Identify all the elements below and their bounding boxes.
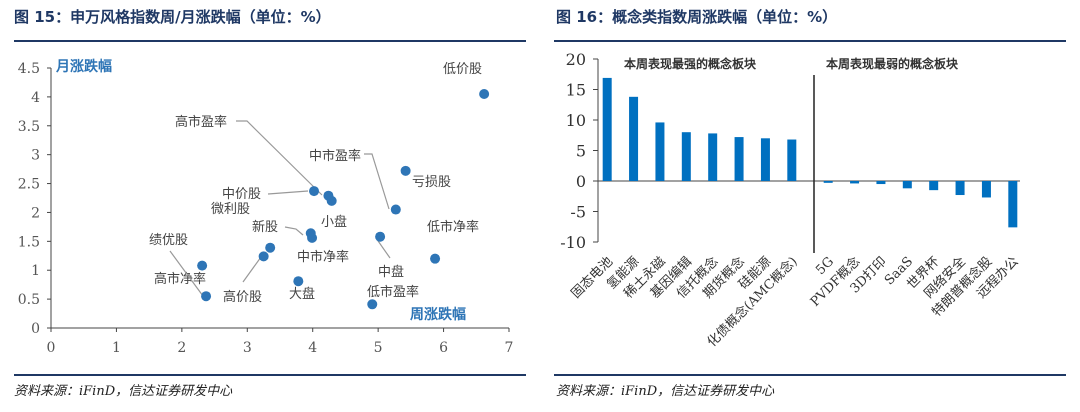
- scatter-point: [307, 232, 318, 243]
- point-label: 低市盈率: [367, 284, 419, 300]
- point-label: 低市净率: [427, 219, 479, 235]
- point-label: 高市净率: [154, 271, 206, 287]
- leader-line: [242, 256, 262, 283]
- y-tick-label: 2.5: [18, 177, 40, 193]
- bar: [981, 181, 991, 198]
- point-label: 中价股: [222, 187, 261, 202]
- right-source: 资料来源：iFinD，信达证券研发中心: [556, 384, 775, 399]
- y-tick-label: 4: [31, 90, 40, 106]
- bar-y-tick-label: 0: [576, 172, 586, 191]
- left-source: 资料来源：iFinD，信达证券研发中心: [14, 384, 233, 399]
- bar: [1008, 181, 1018, 228]
- y-tick-label: 0: [31, 321, 40, 337]
- point-label: 中市净率: [297, 249, 349, 265]
- bar: [850, 181, 860, 184]
- x-tick-label: 0: [47, 340, 56, 356]
- weak-annotation: 本周表现最弱的概念板块: [826, 56, 959, 71]
- bar-y-tick-label: 5: [576, 142, 586, 161]
- y-tick-label: 4.5: [18, 61, 40, 77]
- bar-y-tick-label: 20: [566, 50, 586, 69]
- strong-annotation: 本周表现最强的概念板块: [624, 56, 757, 71]
- x-axis-title: 周涨跌幅: [410, 306, 466, 323]
- y-tick-label: 3: [31, 148, 40, 164]
- bar: [681, 132, 691, 181]
- scatter-point: [390, 204, 401, 215]
- y-tick-label: 3.5: [18, 119, 40, 135]
- scatter-point: [265, 242, 276, 253]
- right-footer-rule: [554, 374, 1066, 376]
- right-chart-title: 图 16：概念类指数周涨跌幅（单位：%）: [556, 8, 838, 26]
- scatter-point: [400, 165, 411, 176]
- point-label: 低价股: [443, 62, 482, 77]
- point-label: 中市盈率: [309, 148, 361, 164]
- bar: [955, 181, 965, 196]
- bar-y-tick-label: -5: [570, 203, 586, 222]
- y-tick-label: 0.5: [18, 292, 40, 308]
- bar: [734, 137, 744, 181]
- leader-line: [364, 153, 390, 210]
- scatter-point: [293, 276, 304, 287]
- scatter-point: [201, 291, 212, 302]
- left-title-rule: [14, 40, 526, 42]
- y-tick-label: 1.5: [18, 234, 40, 250]
- scatter-point: [367, 299, 378, 310]
- bar: [655, 122, 665, 181]
- point-label: 微利股: [211, 202, 250, 217]
- x-tick-label: 3: [243, 340, 252, 356]
- leader-line: [169, 250, 204, 297]
- bar-y-tick-label: 10: [566, 111, 586, 130]
- point-label: 新股: [252, 219, 278, 235]
- scatter-point: [479, 89, 490, 99]
- scatter-point: [326, 195, 337, 206]
- x-tick-label: 2: [177, 340, 186, 356]
- x-tick-label: 6: [439, 340, 448, 356]
- bar-y-tick-label: 15: [566, 81, 586, 100]
- leader-line: [284, 226, 304, 236]
- scatter-point: [258, 251, 269, 262]
- bar: [787, 139, 797, 181]
- y-tick-label: 2: [31, 205, 40, 221]
- bar: [760, 138, 770, 181]
- point-label: 大盘: [289, 286, 315, 302]
- bar: [902, 181, 912, 189]
- point-label: 亏损股: [412, 175, 451, 190]
- point-label: 中盘: [378, 264, 404, 280]
- bar: [823, 181, 833, 183]
- y-tick-label: 1: [31, 263, 40, 279]
- x-tick-label: 1: [112, 340, 121, 356]
- scatter-point: [309, 186, 320, 197]
- scatter-point: [197, 260, 208, 271]
- leader-line: [236, 120, 323, 196]
- bar: [876, 181, 886, 185]
- bar: [629, 96, 639, 181]
- point-label: 高价股: [223, 289, 262, 305]
- scatter-point: [430, 253, 441, 264]
- x-tick-label: 5: [374, 340, 383, 356]
- point-label: 小盘: [321, 214, 347, 230]
- left-footer-rule: [14, 374, 526, 376]
- point-label: 高市盈率: [175, 114, 227, 130]
- point-label: 绩优股: [149, 233, 188, 248]
- bar: [602, 77, 612, 181]
- bar: [708, 133, 718, 181]
- x-tick-label: 7: [505, 340, 514, 356]
- left-chart-title: 图 15：申万风格指数周/月涨跌幅（单位：%）: [14, 8, 331, 26]
- leader-line: [267, 190, 309, 195]
- bar: [929, 181, 939, 191]
- bar-y-tick-label: -10: [560, 233, 586, 252]
- y-axis-title: 月涨跌幅: [55, 58, 112, 75]
- x-tick-label: 4: [308, 340, 317, 356]
- scatter-point: [375, 231, 386, 242]
- right-title-rule: [554, 40, 1066, 42]
